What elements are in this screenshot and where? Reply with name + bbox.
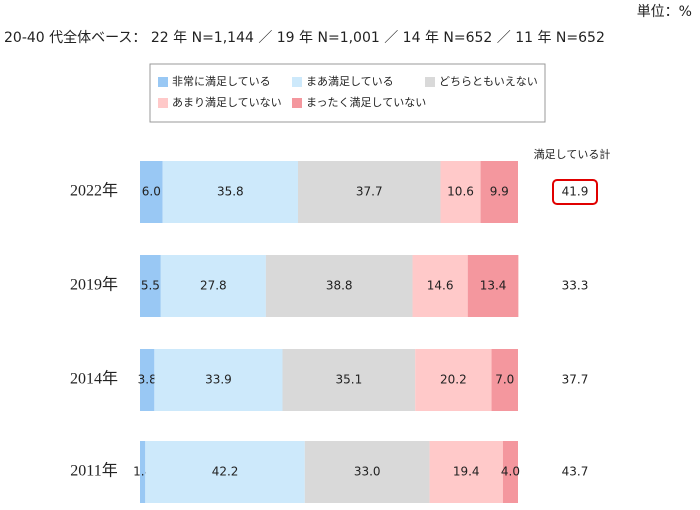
bar-segment (162, 161, 299, 223)
bar-segment (480, 161, 518, 223)
legend-box (149, 63, 546, 123)
bar-segment (140, 349, 155, 411)
legend-label: まあ満足している (306, 75, 394, 88)
value-label: 38.8 (326, 279, 353, 293)
unit-label: 単位：% (637, 4, 692, 20)
bar-segment (440, 161, 481, 223)
bar-segment (154, 349, 283, 411)
bar-segment (160, 255, 266, 317)
bar-segment (467, 255, 519, 317)
bar-segment (140, 441, 146, 503)
value-label: 5.5 (141, 279, 160, 293)
bar-segment (502, 441, 518, 503)
bar-segment (140, 161, 163, 223)
bar-segment (265, 255, 413, 317)
value-label: 42.2 (212, 465, 239, 479)
value-label: 13.4 (480, 279, 507, 293)
bar-segment (140, 255, 161, 317)
legend-swatch (158, 98, 168, 108)
value-label: 14.6 (427, 279, 454, 293)
category-label: 2022年 (70, 182, 118, 200)
value-label: 35.1 (335, 373, 362, 387)
value-label: 35.8 (217, 185, 244, 199)
value-label: 33.9 (205, 373, 232, 387)
value-label: 10.6 (447, 185, 474, 199)
category-label: 2019年 (70, 276, 118, 294)
legend-label: あまり満足していない (172, 96, 282, 109)
legend-label: まったく満足していない (306, 96, 426, 109)
bar-segment (282, 349, 416, 411)
value-label: 19.4 (453, 465, 480, 479)
total-header: 満足している計 (534, 147, 611, 161)
legend-label: 非常に満足している (172, 75, 271, 88)
subtitle: 20-40 代全体ベース： 22 年 N=1,144 ／ 19 年 N=1,00… (4, 29, 605, 46)
total-label: 33.3 (562, 279, 589, 293)
value-label: 3.8 (138, 373, 157, 387)
bar-segment (304, 441, 430, 503)
bar-segment (145, 441, 305, 503)
bar-segment (415, 349, 492, 411)
value-label: 27.8 (200, 279, 227, 293)
value-label: 20.2 (440, 373, 467, 387)
category-label: 2011年 (70, 462, 117, 480)
bar-segment (429, 441, 503, 503)
legend-label: どちらともいえない (439, 75, 538, 88)
bar-segment (491, 349, 518, 411)
total-highlight (552, 179, 598, 205)
legend-swatch (158, 77, 168, 87)
legend-swatch (425, 77, 435, 87)
value-label: 37.7 (356, 185, 383, 199)
total-label: 37.7 (562, 373, 589, 387)
total-label: 41.9 (562, 185, 589, 199)
legend-swatch (292, 98, 302, 108)
value-label: 33.0 (354, 465, 381, 479)
legend-swatch (292, 77, 302, 87)
bar-segment (412, 255, 468, 317)
category-label: 2014年 (70, 370, 118, 388)
bar-segment (298, 161, 441, 223)
value-label: 4.0 (501, 465, 520, 479)
value-label: 7.0 (495, 373, 514, 387)
value-label: 6.0 (142, 185, 161, 199)
value-label: 9.9 (490, 185, 509, 199)
total-label: 43.7 (562, 465, 589, 479)
